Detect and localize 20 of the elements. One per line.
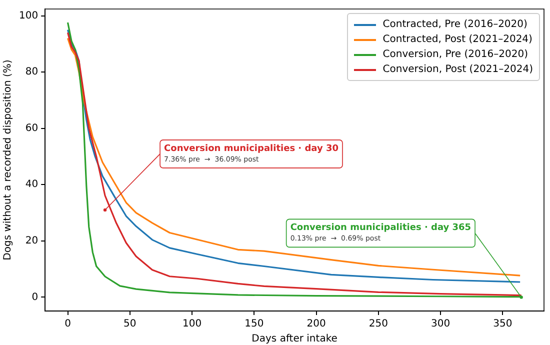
legend-label: Conversion, Post (2021–2024) — [382, 63, 533, 77]
x-tick-label: 350 — [493, 318, 512, 330]
y-tick-label: 40 — [25, 179, 38, 190]
y-tick-label: 80 — [25, 66, 38, 78]
x-tick-label: 200 — [306, 318, 326, 330]
y-tick-label: 20 — [25, 236, 38, 247]
y-axis-title: Dogs without a recorded disposition (%) — [2, 60, 14, 260]
legend-label: Contracted, Post (2021–2024) — [382, 33, 532, 47]
x-tick-label: 300 — [431, 318, 450, 330]
x-tick-label: 100 — [182, 318, 202, 330]
x-axis-title: Days after intake — [252, 334, 338, 345]
x-tick-label: 250 — [368, 318, 388, 330]
x-tick-label: 0 — [64, 318, 71, 330]
x-tick-label: 50 — [124, 318, 136, 330]
y-tick-label: 0 — [32, 292, 38, 303]
y-tick-label: 100 — [18, 10, 38, 22]
legend-label: Conversion, Pre (2016–2020) — [382, 48, 528, 62]
legend-label: Contracted, Pre (2016–2020) — [382, 18, 528, 32]
x-tick-label: 150 — [244, 318, 264, 330]
y-tick-label: 60 — [25, 122, 38, 134]
